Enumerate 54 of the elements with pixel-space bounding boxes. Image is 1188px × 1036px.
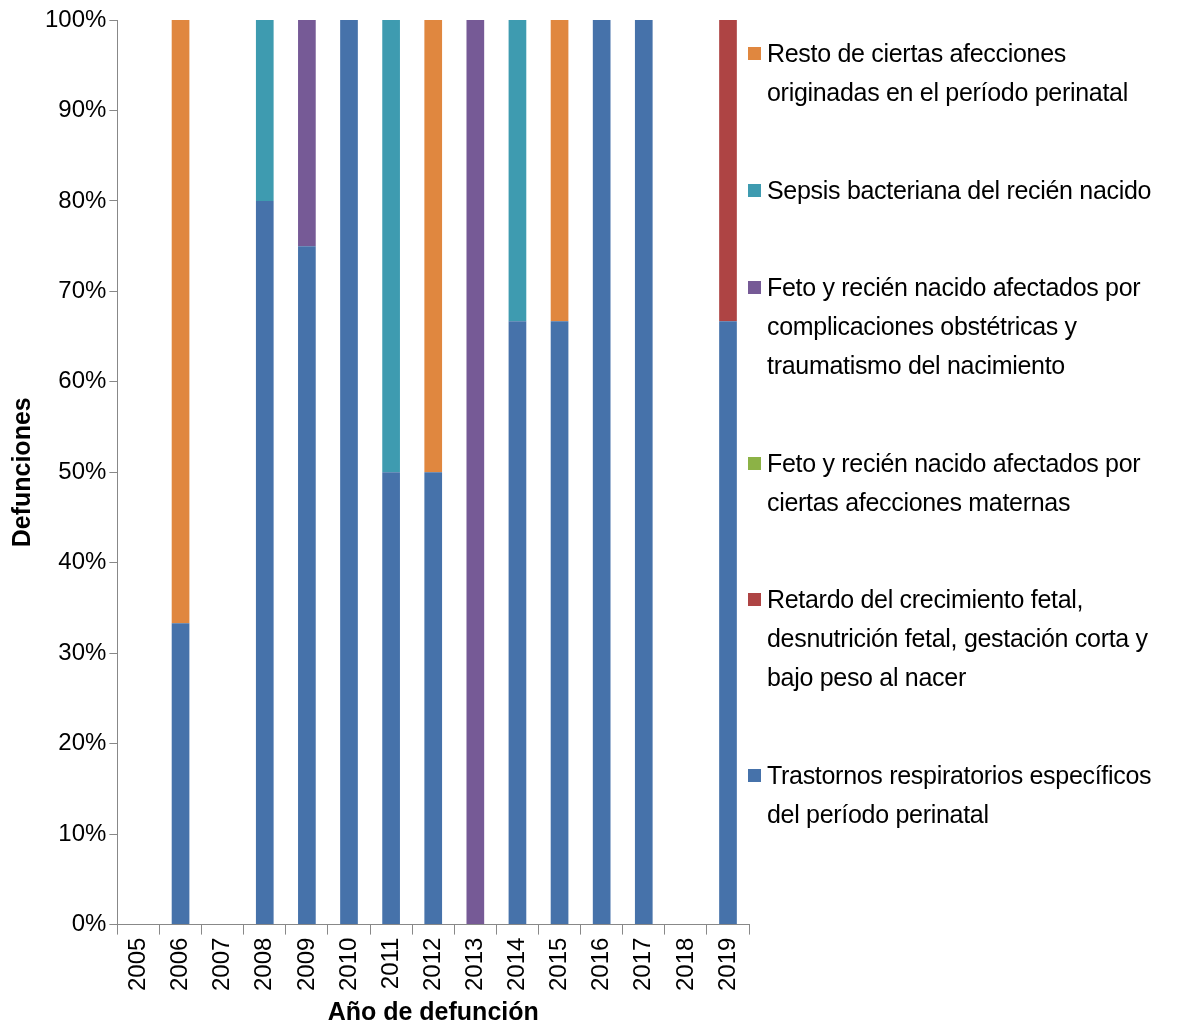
x-tick-label: 2010 [333,937,361,991]
legend-label: Sepsis bacteriana del recién nacido [767,174,1152,206]
bar [508,20,527,322]
bar [424,472,443,925]
bar [719,321,737,925]
legend-label: Resto de ciertas afecciones originadas en el período perinatal [767,38,1129,108]
x-tick-label: 2019 [712,937,740,991]
bar [255,200,274,925]
legend-label: Feto y recién nacido afectados por ciertas afecciones maternas [767,447,1142,518]
y-tick-label: 10% [58,818,107,846]
y-tick-label: 40% [58,547,107,575]
bar [466,20,485,925]
x-tick-label: 2014 [502,937,530,991]
y-tick-label: 100% [44,4,107,32]
bar [634,20,653,925]
bar [719,20,737,322]
bar [171,20,190,624]
y-tick-label: 0% [71,909,107,937]
x-tick-label: 2005 [123,937,151,991]
x-tick-label: 2015 [544,937,572,991]
x-tick-label: 2013 [459,937,487,991]
x-tick-label: 2008 [249,937,277,991]
bar [508,321,527,925]
x-tick-label: 2012 [417,937,445,991]
y-tick-label: 20% [58,728,107,756]
legend-label: Feto y recién nacido afectados por complicaciones obstétricas y traumatismo del nacimiento [767,272,1142,382]
bar [550,321,569,925]
bar [424,20,443,473]
legend-label: Retardo del crecimiento fetal, desnutrición fetal, gestación corta y bajo peso al nacer [767,584,1149,694]
bar [340,20,358,925]
bar [298,246,316,925]
x-tick-label: 2017 [628,937,656,991]
y-tick-label: 90% [58,95,107,123]
y-axis-title: Defunciones [6,397,35,548]
x-tick-label: 2018 [670,937,698,991]
x-tick-label: 2011 [375,937,403,990]
x-tick-label: 2007 [207,937,235,991]
x-tick-label: 2006 [165,937,193,991]
bar [171,623,190,925]
bar [255,20,274,201]
y-tick-label: 80% [58,185,107,213]
y-tick-label: 50% [58,456,107,484]
x-tick-label: 2016 [586,937,614,991]
bar [550,20,569,322]
y-tick-label: 30% [58,637,107,665]
x-tick-label: 2009 [291,937,319,991]
bar [382,20,400,473]
y-tick-label: 70% [58,276,107,304]
x-axis-title: Año de defunción [327,996,539,1025]
bar [592,20,611,925]
bar [382,472,400,925]
bar [298,20,316,247]
legend-label: Trastornos respiratorios específicos del período perinatal [767,759,1153,830]
y-tick-label: 60% [58,366,107,394]
